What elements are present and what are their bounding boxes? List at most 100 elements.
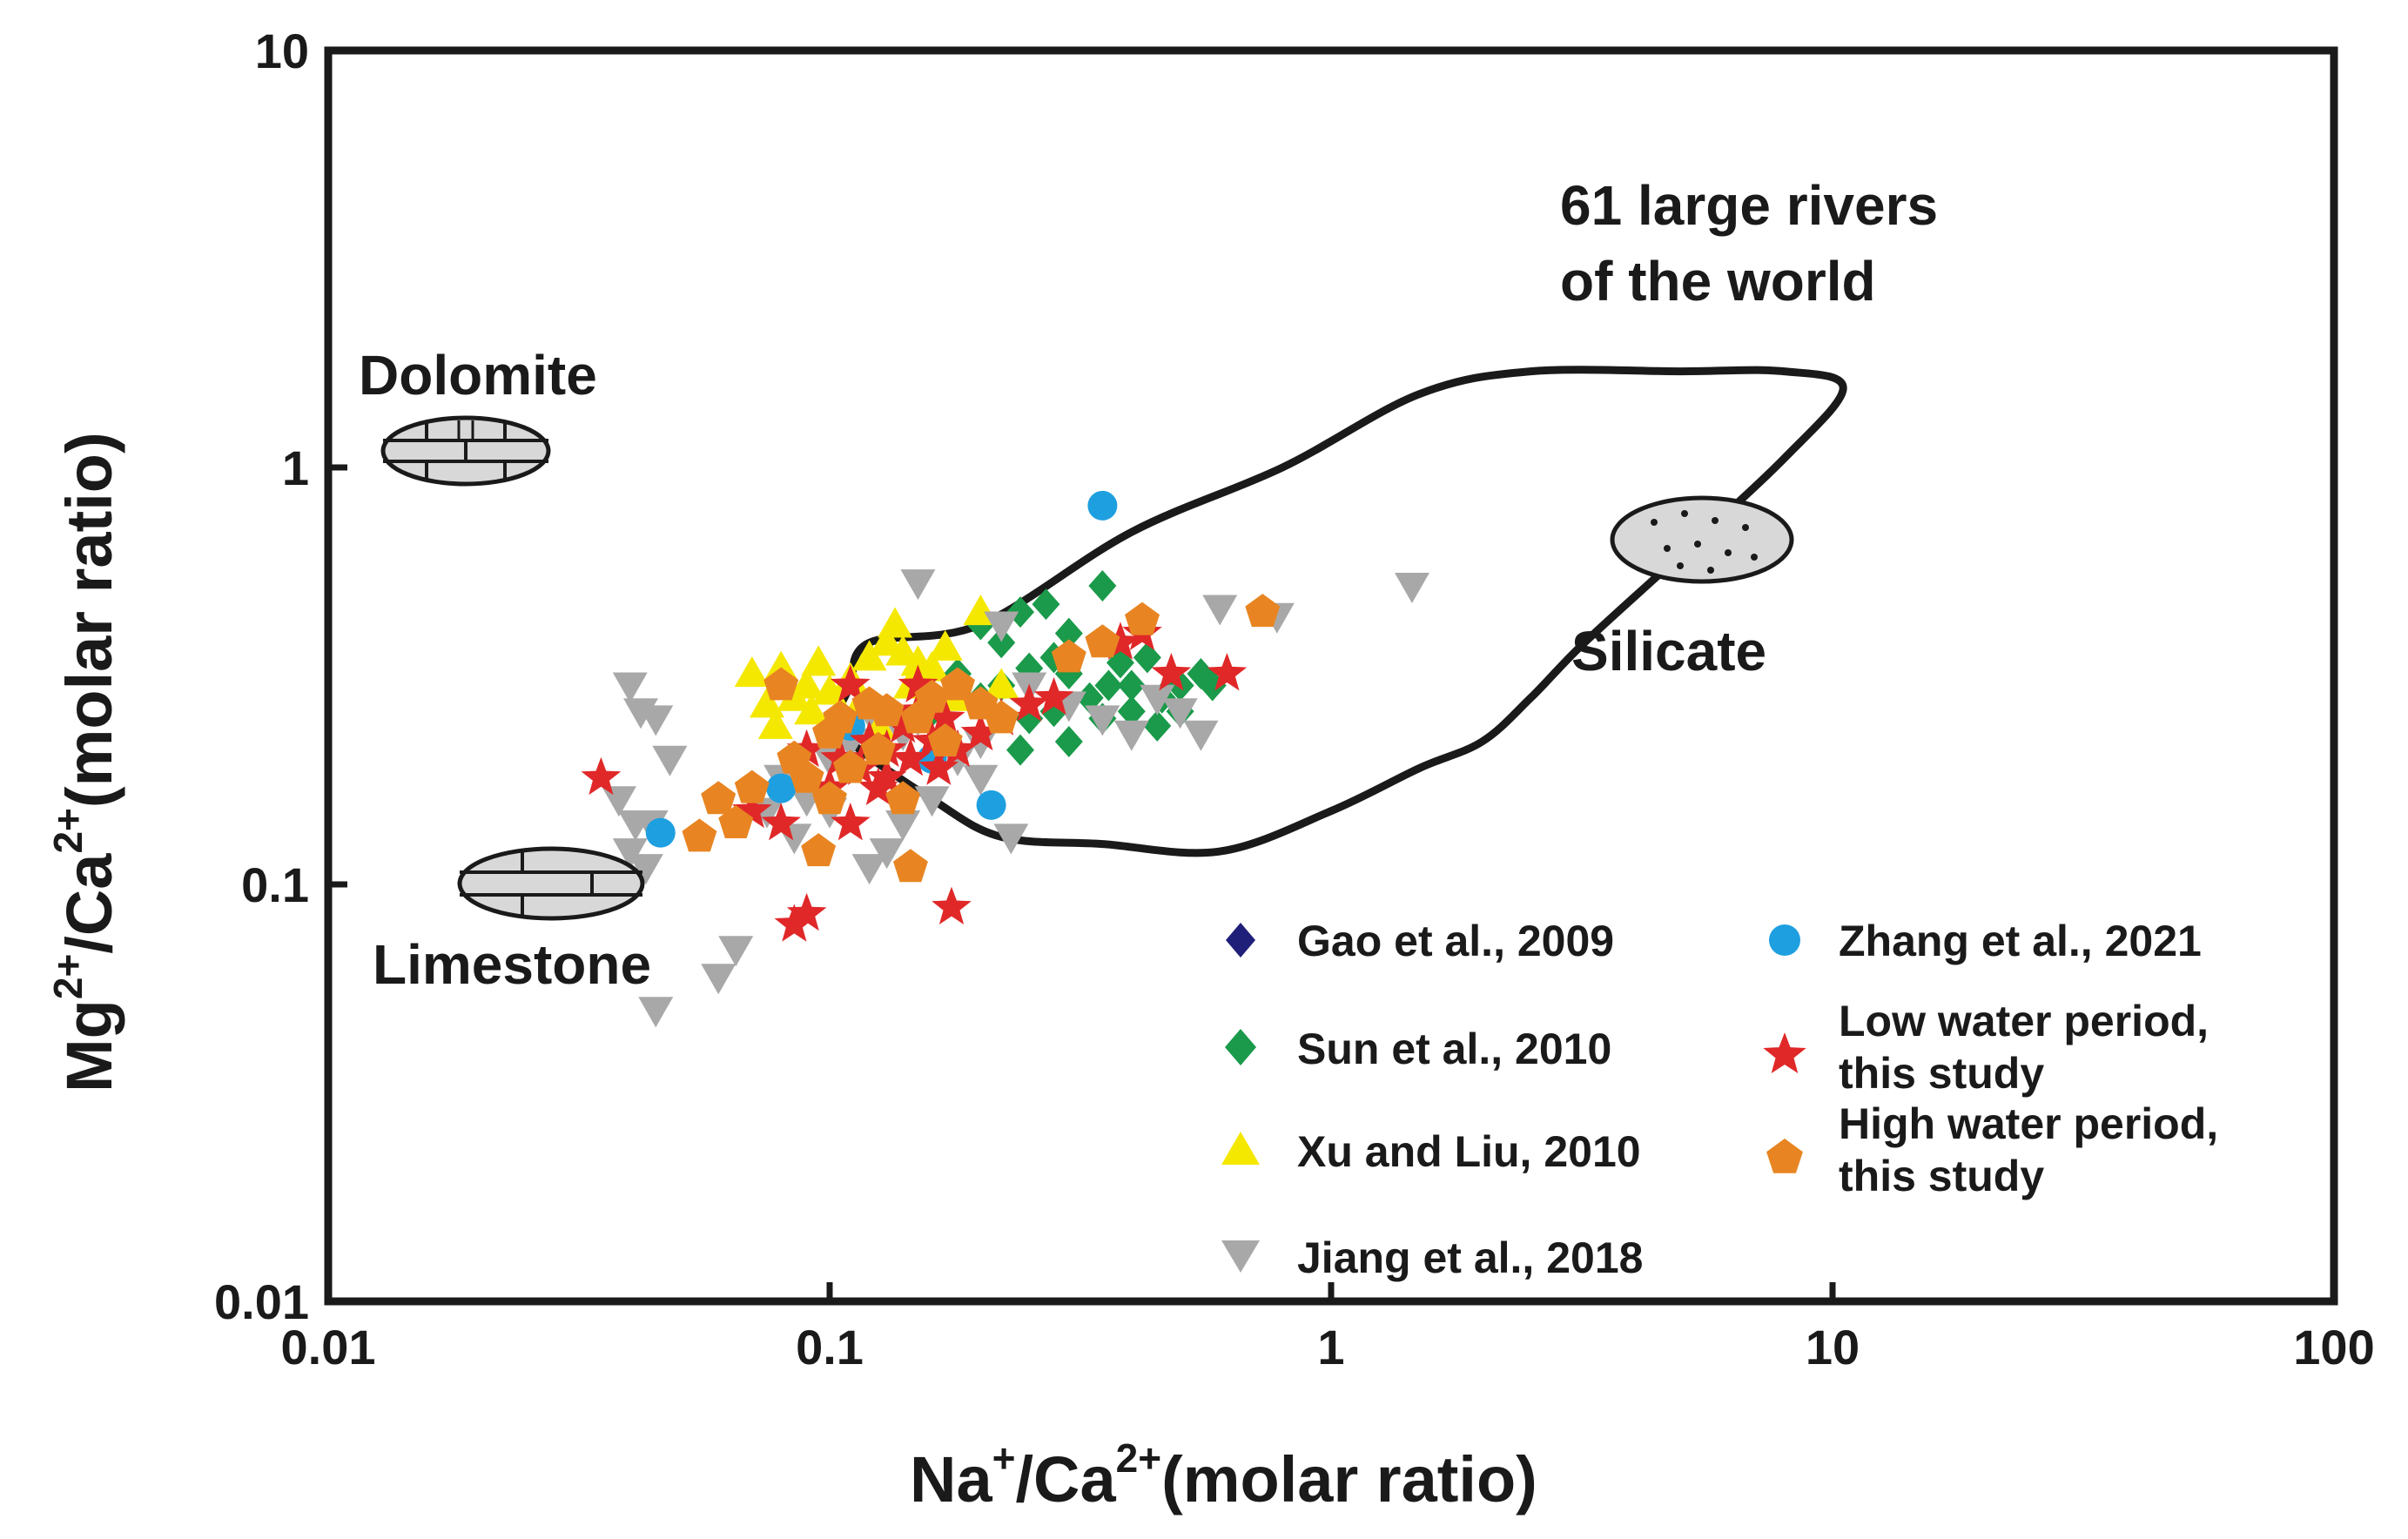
point-high-water-period-this-study-6 [789,759,824,793]
point-low-water-period-this-study-30 [866,756,907,796]
point-high-water-period-this-study-7 [801,833,837,867]
point-high-water-period-this-study-21 [1125,601,1160,635]
point-high-water-period-this-study-2 [718,805,754,838]
point-low-water-period-this-study-21 [960,712,1001,751]
silicate-symbol [1610,495,1794,584]
point-jiang-et-al-2018-39 [963,764,999,796]
legend-item-low-water: Low water period, this study [1763,997,2209,1098]
point-jiang-et-al-2018-18 [851,854,887,885]
legend-item-zhang: Zhang et al., 2021 [1769,917,2202,965]
point-high-water-period-this-study-23 [893,849,928,883]
legend-item-sun: Sun et al., 2010 [1225,1025,1611,1073]
legend-marker-low-water [1763,1032,1806,1073]
legend-label-low-water-1: Low water period, [1839,997,2209,1045]
legend-label-jiang: Jiang et al., 2018 [1297,1233,1643,1282]
point-xu-and-liu-2010-4 [789,668,824,699]
point-low-water-period-this-study-28 [1207,653,1248,691]
x-title-base: Na [910,1443,992,1515]
legend-marker-xu [1221,1132,1260,1165]
point-high-water-period-this-study-20 [1085,624,1120,658]
x-title-tail: (molar ratio) [1161,1443,1537,1515]
legend-item-jiang: Jiang et al., 2018 [1221,1233,1643,1282]
point-zhang-et-al-2021-3 [976,790,1006,820]
point-zhang-et-al-2021-1 [766,773,797,803]
point-xu-and-liu-2010-6 [812,674,847,705]
point-sun-et-al-2010-21 [1117,696,1146,728]
x-tick-label-3: 10 [1806,1320,1860,1374]
point-low-water-period-this-study-8 [831,803,871,841]
x-title-sup1: + [992,1435,1016,1481]
y-title-mid: /Ca [53,853,125,954]
point-jiang-et-al-2018-7 [612,838,648,870]
point-low-water-period-this-study-5 [786,729,827,768]
point-high-water-period-this-study-3 [734,770,770,803]
point-xu-and-liu-2010-5 [801,645,837,676]
point-high-water-period-this-study-19 [1051,639,1086,673]
point-xu-and-liu-2010-17 [757,708,793,739]
point-jiang-et-al-2018-3 [652,745,688,776]
point-high-water-period-this-study-22 [1245,594,1281,628]
point-jiang-et-al-2018-33 [1183,720,1219,751]
point-xu-and-liu-2010-13 [914,650,950,682]
legend-label-sun: Sun et al., 2010 [1297,1025,1611,1073]
legend-marker-gao [1226,923,1255,958]
point-sun-et-al-2010-12 [1117,669,1146,702]
y-tick-label-3: 10 [255,24,309,78]
point-jiang-et-al-2018-25 [984,611,1019,642]
legend-label-low-water-2: this study [1839,1049,2044,1098]
y-title-sup2: 2+ [45,808,91,853]
point-high-water-period-this-study-13 [885,781,921,815]
limestone-label: Limestone [373,933,651,996]
dolomite-symbol [380,415,551,487]
point-high-water-period-this-study-1 [701,781,737,815]
point-jiang-et-al-2018-10 [701,964,737,995]
point-jiang-et-al-2018-11 [718,936,754,967]
point-low-water-period-this-study-2 [761,803,801,841]
x-tick-label-2: 1 [1317,1320,1344,1374]
x-tick-label-0: 0.01 [281,1320,376,1374]
legend-item-gao: Gao et al., 2009 [1226,917,1614,965]
point-xu-and-liu-2010-22 [794,694,830,725]
legend-label-high-water-2: this study [1839,1152,2044,1200]
point-high-water-period-this-study-18 [984,700,1019,734]
point-high-water-period-this-study-15 [914,679,950,713]
legend-marker-sun [1225,1029,1256,1065]
y-title-sup1: 2+ [45,954,91,999]
legend: Gao et al., 2009 Zhang et al., 2021 Sun … [1221,917,2218,1282]
y-tick-label-1: 0.1 [241,857,309,912]
point-jiang-et-al-2018-36 [1394,573,1429,604]
legend-marker-zhang [1769,924,1800,956]
point-jiang-et-al-2018-29 [1085,705,1120,736]
point-xu-and-liu-2010-20 [878,607,913,638]
point-sun-et-al-2010-25 [1006,734,1035,766]
y-tick-label-0: 0.01 [214,1274,309,1329]
point-low-water-period-this-study-0 [581,756,622,796]
point-jiang-et-al-2018-30 [1113,720,1149,751]
point-zhang-et-al-2021-4 [1087,490,1118,521]
point-high-water-period-this-study-25 [860,731,896,765]
legend-item-xu: Xu and Liu, 2010 [1221,1127,1641,1176]
point-high-water-period-this-study-9 [823,700,858,734]
point-high-water-period-this-study-0 [682,818,717,852]
point-high-water-period-this-study-12 [869,693,905,727]
point-xu-and-liu-2010-14 [927,629,963,661]
point-sun-et-al-2010-5 [1088,570,1117,602]
data-points [581,490,1429,1028]
point-high-water-period-this-study-16 [940,667,975,701]
point-low-water-period-this-study-14 [891,737,931,776]
point-jiang-et-al-2018-4 [601,786,636,817]
point-low-water-period-this-study-31 [898,664,938,702]
rivers-label-line2: of the world [1560,250,1876,313]
y-title-tail: (molar ratio) [53,432,125,808]
point-jiang-et-al-2018-31 [1140,684,1175,716]
x-tick-label-4: 100 [2293,1320,2374,1374]
point-xu-and-liu-2010-9 [851,640,887,671]
x-axis-title: Na+/Ca2+(molar ratio) [910,1435,1537,1515]
point-low-water-period-this-study-25 [1100,622,1140,660]
point-sun-et-al-2010-19 [1054,725,1083,757]
point-high-water-period-this-study-26 [927,723,963,756]
point-low-water-period-this-study-27 [1151,653,1192,691]
point-sun-et-al-2010-22 [1143,709,1172,742]
axis-ticks: 0.01 0.1 1 10 100 0.01 0.1 1 10 [214,24,2375,1374]
